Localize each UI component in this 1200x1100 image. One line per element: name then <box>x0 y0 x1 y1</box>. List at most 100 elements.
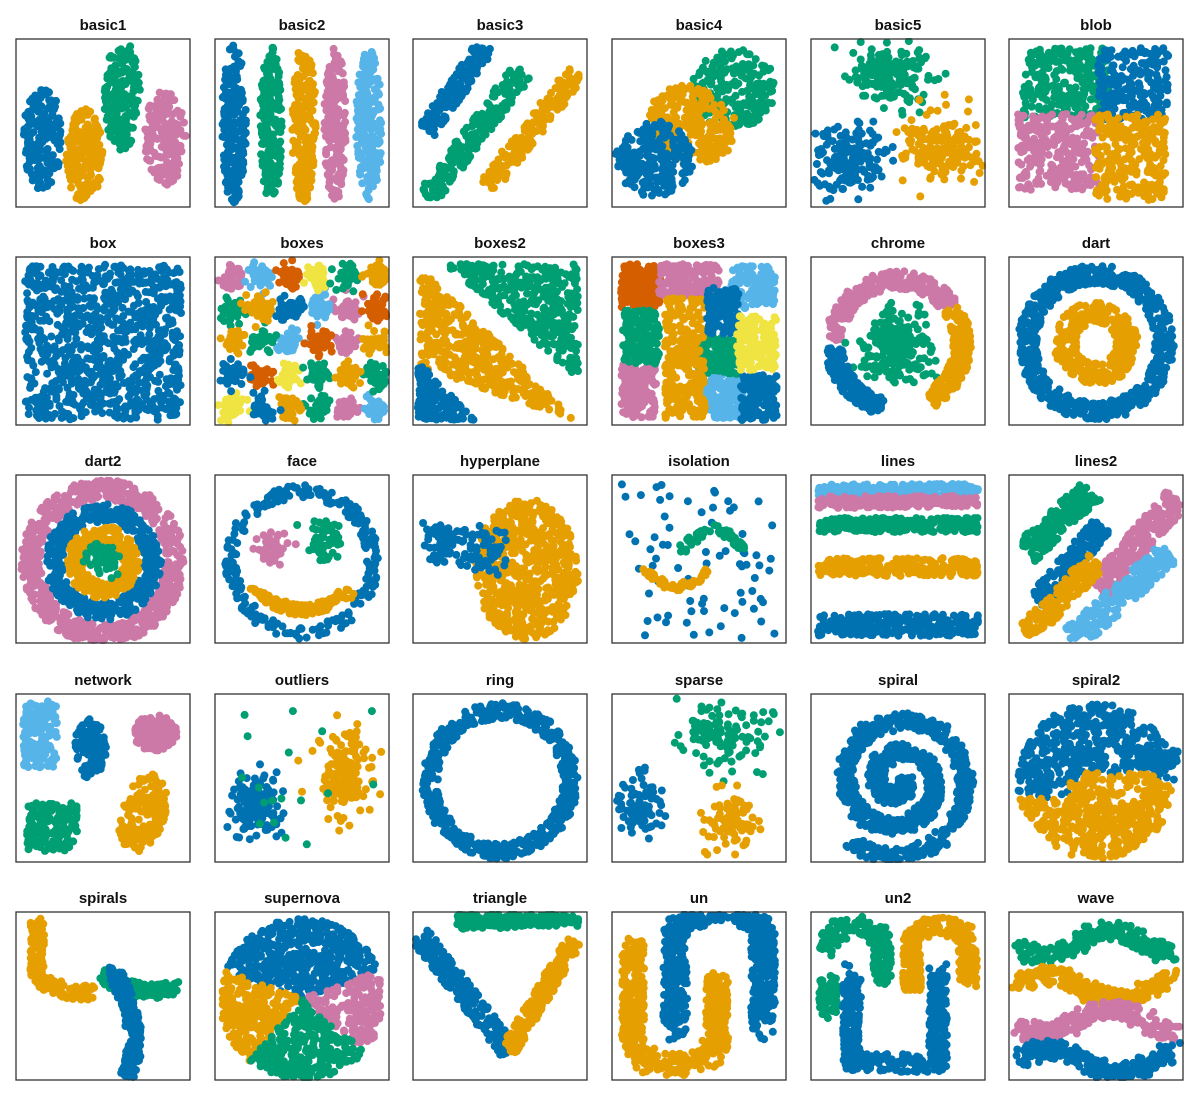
point <box>892 57 901 66</box>
point <box>1038 93 1047 102</box>
point <box>72 194 81 202</box>
point <box>1160 77 1169 86</box>
point <box>325 171 334 180</box>
point <box>914 140 923 148</box>
point <box>155 88 164 97</box>
point <box>1143 138 1152 147</box>
point <box>491 160 499 169</box>
point <box>754 115 762 124</box>
point <box>36 163 45 172</box>
point <box>1121 164 1130 173</box>
point <box>128 58 137 67</box>
point <box>669 137 678 146</box>
point <box>883 47 892 56</box>
point <box>645 166 654 175</box>
point <box>832 162 841 171</box>
point <box>73 161 82 170</box>
point <box>1088 132 1097 141</box>
point <box>441 94 450 103</box>
point <box>898 176 907 185</box>
point <box>912 64 921 73</box>
point <box>746 102 755 111</box>
point <box>978 161 986 170</box>
point <box>263 62 272 71</box>
point <box>652 145 660 154</box>
point <box>1159 156 1168 165</box>
point <box>1015 183 1023 192</box>
point <box>234 186 243 195</box>
point <box>1113 127 1122 136</box>
point <box>1152 70 1161 79</box>
point <box>225 92 234 101</box>
point <box>665 85 674 94</box>
point <box>276 152 285 161</box>
point <box>239 125 248 134</box>
point <box>949 145 958 154</box>
point <box>849 48 858 57</box>
point <box>1069 155 1078 164</box>
point <box>1158 169 1167 178</box>
point <box>1136 44 1145 53</box>
point <box>1024 121 1033 130</box>
point <box>171 119 180 128</box>
point <box>428 186 437 195</box>
point <box>161 94 170 103</box>
point <box>77 130 86 139</box>
point <box>1102 128 1111 137</box>
point <box>122 48 131 57</box>
point <box>472 69 481 78</box>
point <box>230 52 239 61</box>
point <box>1101 53 1110 62</box>
point <box>915 53 924 62</box>
point <box>505 86 514 94</box>
point <box>727 52 736 61</box>
point <box>132 109 141 118</box>
point <box>354 147 363 156</box>
point <box>868 129 877 138</box>
point <box>302 196 311 204</box>
point <box>915 46 924 55</box>
point <box>876 70 885 79</box>
point <box>470 54 479 62</box>
point <box>1159 57 1168 66</box>
point <box>330 194 339 203</box>
point <box>485 168 494 177</box>
point <box>358 164 367 173</box>
point <box>851 171 859 180</box>
point <box>241 106 250 114</box>
point <box>1128 66 1137 75</box>
point <box>63 335 72 343</box>
point <box>28 94 37 103</box>
point <box>888 143 897 151</box>
point <box>819 132 828 140</box>
point <box>689 107 698 116</box>
point <box>632 165 640 174</box>
point <box>1105 175 1114 184</box>
point <box>940 175 949 184</box>
point <box>925 163 934 171</box>
point <box>1104 167 1113 176</box>
point <box>1036 166 1045 175</box>
point <box>1114 96 1123 105</box>
point <box>220 110 229 119</box>
point <box>372 166 381 175</box>
point <box>502 71 510 80</box>
point <box>841 176 850 185</box>
point <box>915 95 924 104</box>
point <box>1073 134 1082 143</box>
point <box>957 166 966 175</box>
point <box>507 137 516 146</box>
point <box>372 176 381 185</box>
point <box>972 137 981 146</box>
point <box>356 170 365 179</box>
point <box>222 163 231 172</box>
point <box>1065 45 1074 54</box>
point <box>47 125 56 133</box>
point <box>1146 49 1154 58</box>
point <box>269 130 277 139</box>
point <box>155 370 164 379</box>
point <box>296 194 305 203</box>
point <box>543 94 552 103</box>
point <box>835 139 844 148</box>
point <box>141 147 150 156</box>
